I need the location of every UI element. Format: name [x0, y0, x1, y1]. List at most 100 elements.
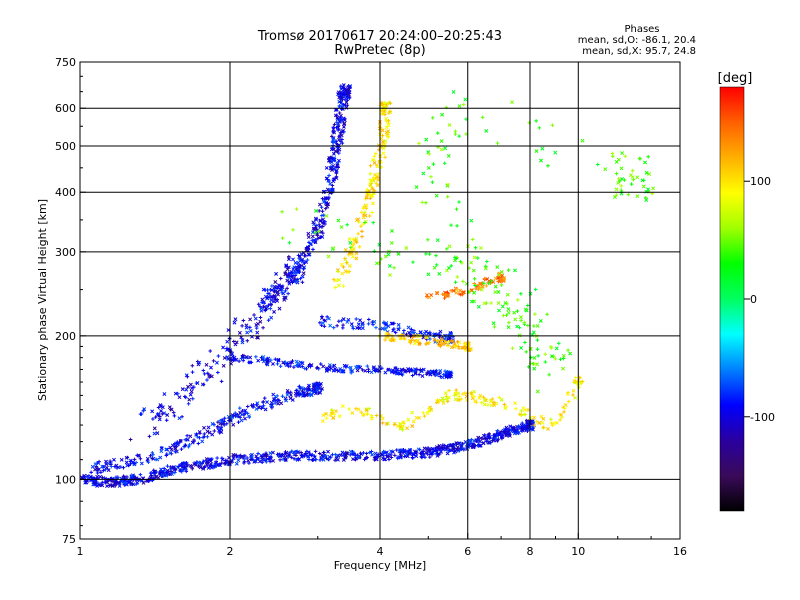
data-point [422, 446, 427, 451]
data-point [145, 456, 150, 461]
data-point [476, 438, 481, 442]
data-point [254, 406, 259, 411]
data-point [322, 324, 327, 329]
data-point [159, 449, 164, 454]
data-point [341, 124, 346, 129]
data-point [367, 214, 372, 218]
data-point [443, 369, 447, 373]
data-point [354, 317, 359, 321]
data-point [305, 389, 309, 393]
data-point [417, 141, 421, 146]
data-point [314, 223, 318, 228]
data-point [482, 398, 487, 402]
data-point [435, 451, 440, 456]
data-point [286, 361, 290, 366]
data-point [495, 265, 500, 270]
data-point [330, 134, 334, 139]
x-axis-label: Frequency [MHz] [334, 559, 426, 572]
data-point [637, 156, 642, 161]
data-point [558, 418, 562, 422]
data-point [543, 352, 548, 356]
data-point [480, 284, 485, 289]
data-point [435, 238, 440, 243]
data-point [454, 441, 459, 446]
data-point [313, 225, 318, 230]
data-point [411, 260, 415, 264]
data-point [383, 155, 387, 160]
data-point [328, 159, 332, 164]
data-point [196, 362, 201, 367]
data-point [207, 430, 212, 435]
data-point [286, 257, 291, 262]
data-point [350, 324, 355, 329]
data-point [442, 161, 447, 166]
data-point [297, 264, 302, 269]
data-point [298, 276, 303, 281]
data-point [354, 365, 359, 370]
data-point [495, 438, 500, 443]
data-point [380, 366, 384, 371]
data-point [265, 288, 270, 292]
data-point [413, 368, 417, 373]
data-point [566, 348, 570, 353]
data-point [335, 120, 339, 125]
data-point [324, 165, 329, 170]
data-point [416, 447, 421, 452]
data-point [316, 229, 321, 234]
scatter-points-layer [80, 83, 656, 489]
data-point [384, 331, 389, 336]
data-point [156, 405, 161, 410]
data-point [173, 391, 178, 396]
data-point [286, 364, 291, 369]
data-point [457, 397, 461, 402]
data-point [431, 369, 436, 374]
data-point [554, 346, 559, 351]
chart-subtitle: RwPretec (8p) [334, 43, 425, 58]
data-point [205, 429, 210, 434]
data-point [285, 278, 290, 283]
data-point [347, 96, 352, 100]
data-point [365, 364, 370, 368]
data-point [124, 455, 129, 460]
data-point [443, 391, 448, 396]
data-point [532, 366, 537, 371]
data-point [370, 452, 375, 457]
data-point [234, 453, 239, 458]
data-point [321, 217, 325, 222]
data-point [457, 441, 462, 446]
data-point [384, 450, 389, 455]
data-point [345, 222, 349, 227]
data-point [367, 317, 371, 322]
data-point [350, 411, 355, 415]
data-point [462, 446, 466, 451]
data-point [476, 435, 481, 440]
data-point [360, 229, 364, 234]
data-point [614, 193, 619, 198]
data-point [292, 278, 297, 283]
data-point [553, 150, 558, 155]
data-point [340, 102, 344, 106]
data-point [187, 397, 192, 402]
data-point [190, 396, 195, 401]
data-point [332, 368, 336, 372]
data-point [420, 450, 425, 455]
data-point [339, 91, 344, 96]
data-point [194, 432, 199, 436]
data-point [185, 437, 190, 442]
data-point [299, 450, 303, 455]
data-point [535, 338, 540, 342]
data-point [341, 369, 346, 374]
data-point [389, 453, 393, 457]
data-point [376, 172, 381, 176]
data-point [572, 379, 577, 384]
data-point [261, 325, 265, 330]
data-point [465, 447, 470, 451]
data-point [418, 451, 423, 456]
data-point [426, 446, 430, 450]
data-point [535, 323, 540, 328]
data-point [330, 156, 335, 161]
data-point [394, 370, 399, 374]
data-point [291, 257, 295, 262]
data-point [361, 206, 366, 211]
